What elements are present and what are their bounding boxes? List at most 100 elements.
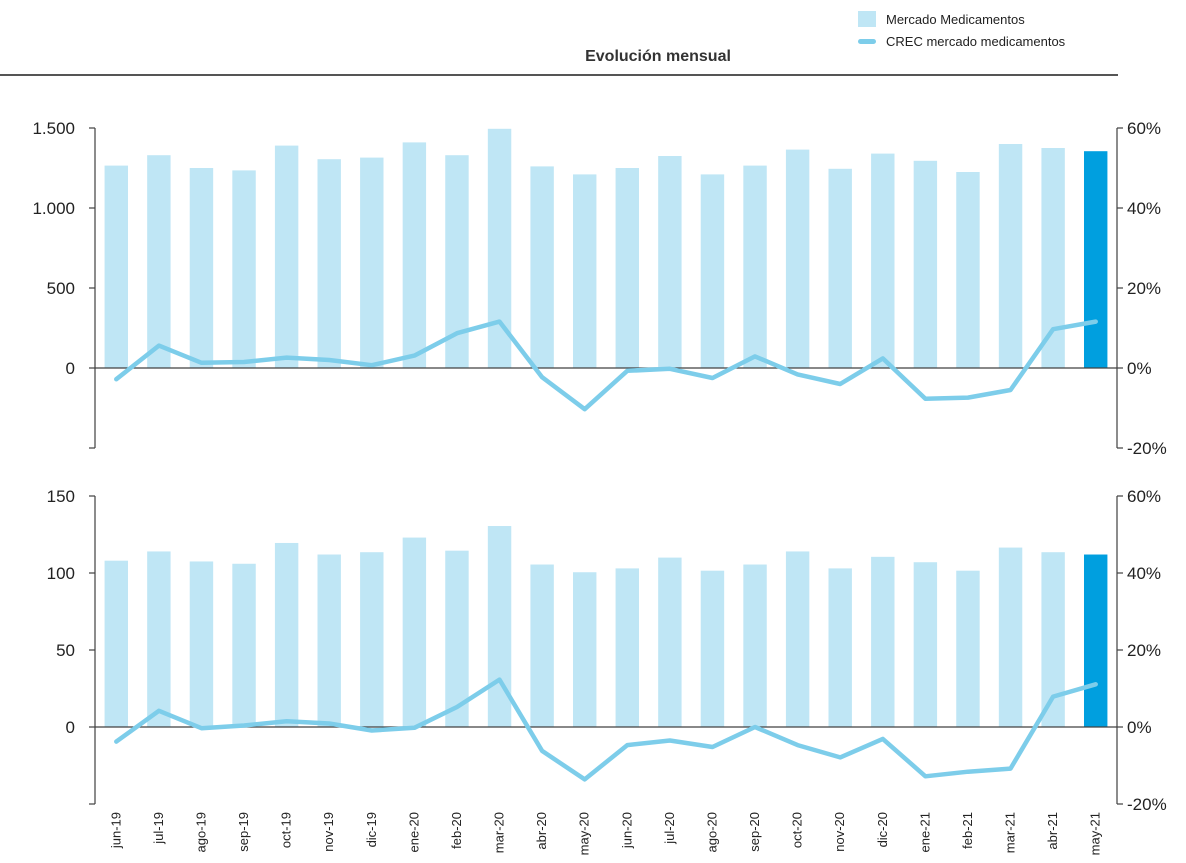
bar-2-oct-20 <box>785 551 810 727</box>
y-tick-label-left: 0 <box>66 718 75 737</box>
y-tick-label-right: 60% <box>1127 487 1161 506</box>
bar-1-mar-21 <box>998 144 1023 368</box>
legend-bar-swatch <box>858 11 876 27</box>
bar-1-oct-19 <box>274 145 299 368</box>
bar-2-nov-19 <box>317 554 341 727</box>
x-tick-label: jul-19 <box>151 812 166 845</box>
y-tick-label-right: 0% <box>1127 718 1152 737</box>
x-tick-label: jul-20 <box>662 812 677 845</box>
y-tick-label-right: 20% <box>1127 279 1161 298</box>
x-tick-label: oct-19 <box>279 812 294 848</box>
bar-1-sep-20 <box>743 165 767 368</box>
y-tick-label-right: -20% <box>1127 795 1167 814</box>
x-tick-label: abr-20 <box>534 812 549 850</box>
x-tick-label: mar-20 <box>492 812 507 853</box>
y-tick-label-left: 1.500 <box>32 119 75 138</box>
bar-2-oct-19 <box>274 542 299 727</box>
bar-2-may-21 <box>1083 554 1108 727</box>
bar-2-dic-19 <box>360 552 384 727</box>
legend-bar-label: Mercado Medicamentos <box>886 11 1025 27</box>
x-tick-label: dic-20 <box>875 812 890 847</box>
y-tick-label-left: 50 <box>56 641 75 660</box>
bar-2-jun-19 <box>104 560 129 727</box>
x-tick-label: ene-21 <box>917 812 932 852</box>
bar-1-feb-20 <box>445 155 469 368</box>
bar-1-ago-19 <box>189 168 214 368</box>
bar-2-jun-20 <box>615 568 640 727</box>
x-tick-label: sep-19 <box>236 812 251 852</box>
legend-item-line: CREC mercado medicamentos <box>858 30 1065 52</box>
legend-line-swatch <box>858 38 876 44</box>
bar-2-abr-21 <box>1041 552 1065 727</box>
bar-1-nov-20 <box>828 168 852 368</box>
x-tick-label: jun-20 <box>619 812 634 849</box>
bar-1-feb-21 <box>956 172 980 368</box>
x-tick-label: may-20 <box>577 812 592 855</box>
bar-1-abr-20 <box>530 166 554 368</box>
bar-1-abr-21 <box>1041 148 1065 368</box>
bar-2-mar-20 <box>487 526 512 727</box>
bar-1-jun-20 <box>615 168 640 368</box>
bar-2-feb-20 <box>445 550 469 727</box>
growth-line-2 <box>114 677 1098 782</box>
x-tick-label: jun-19 <box>108 812 123 849</box>
y-tick-label-right: 0% <box>1127 359 1152 378</box>
bar-2-jul-19 <box>147 551 171 727</box>
y-tick-label-left: 0 <box>66 359 75 378</box>
bar-1-nov-19 <box>317 159 341 368</box>
x-tick-label: nov-19 <box>321 812 336 852</box>
bar-2-may-20 <box>572 572 597 727</box>
y-tick-label-left: 500 <box>47 279 75 298</box>
x-tick-label: mar-21 <box>1003 812 1018 853</box>
y-tick-label-left: 100 <box>47 564 75 583</box>
bar-1-dic-20 <box>871 153 895 368</box>
x-tick-label: oct-20 <box>790 812 805 848</box>
bar-2-jul-20 <box>658 557 682 727</box>
title-divider <box>0 74 1118 76</box>
bar-1-sep-19 <box>232 170 256 368</box>
x-tick-label: feb-20 <box>449 812 464 849</box>
bar-1-may-21 <box>1083 151 1108 368</box>
legend: Mercado Medicamentos CREC mercado medica… <box>858 8 1065 52</box>
bar-2-mar-21 <box>998 547 1023 727</box>
x-tick-label: sep-20 <box>747 812 762 852</box>
bar-2-sep-20 <box>743 564 767 727</box>
bar-1-may-20 <box>572 174 597 368</box>
y-tick-label-right: 60% <box>1127 119 1161 138</box>
y-tick-label-left: 1.000 <box>32 199 75 218</box>
chart-title: Evolución mensual <box>585 48 731 65</box>
bar-1-ago-20 <box>700 174 725 368</box>
y-tick-label-left: 150 <box>47 487 75 506</box>
bar-2-nov-20 <box>828 568 852 727</box>
x-tick-label: feb-21 <box>960 812 975 849</box>
y-tick-label-right: -20% <box>1127 439 1167 458</box>
bar-1-dic-19 <box>360 157 384 368</box>
bar-1-jul-20 <box>658 156 682 368</box>
legend-item-bar: Mercado Medicamentos <box>858 8 1065 30</box>
y-tick-label-right: 20% <box>1127 641 1161 660</box>
bar-1-ene-20 <box>402 142 427 368</box>
y-tick-label-right: 40% <box>1127 564 1161 583</box>
x-tick-label: ago-19 <box>193 812 208 852</box>
bar-1-jul-19 <box>147 155 171 368</box>
bar-1-mar-20 <box>487 128 512 368</box>
bar-1-ene-21 <box>913 160 938 368</box>
y-tick-label-right: 40% <box>1127 199 1161 218</box>
x-tick-label: dic-19 <box>364 812 379 847</box>
legend-line-label: CREC mercado medicamentos <box>886 33 1066 49</box>
bar-2-dic-20 <box>871 556 895 727</box>
bar-2-ago-19 <box>189 561 214 727</box>
x-tick-label: abr-21 <box>1045 812 1060 850</box>
bar-1-oct-20 <box>785 149 810 368</box>
bar-2-sep-19 <box>232 563 256 727</box>
x-tick-label: ago-20 <box>704 812 719 852</box>
x-tick-label: ene-20 <box>406 812 421 852</box>
bar-2-feb-21 <box>956 570 980 727</box>
bar-1-jun-19 <box>104 165 129 368</box>
bar-2-abr-20 <box>530 564 554 727</box>
bar-2-ene-21 <box>913 562 938 727</box>
bar-2-ago-20 <box>700 570 725 727</box>
x-tick-label: may-21 <box>1088 812 1103 855</box>
x-tick-label: nov-20 <box>832 812 847 852</box>
